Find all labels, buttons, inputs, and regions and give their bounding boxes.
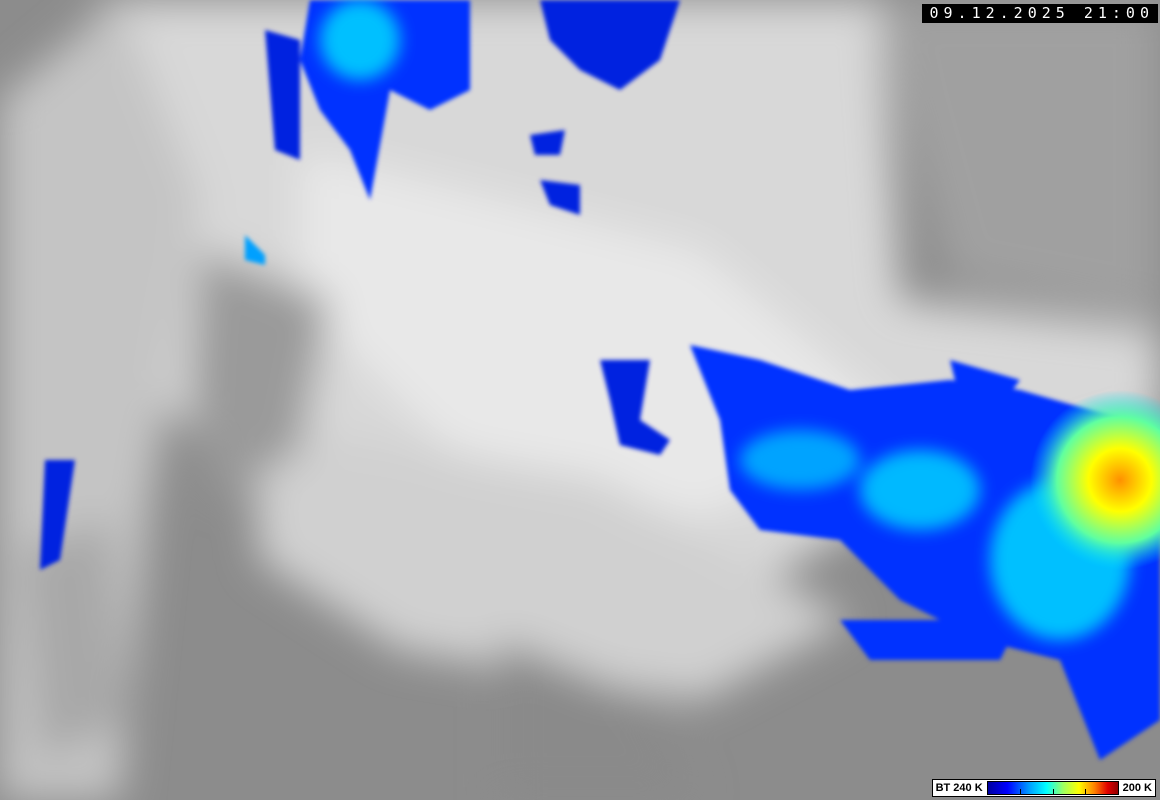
legend-min-label: BT 240 K <box>935 782 983 794</box>
scale-tick <box>1052 789 1054 794</box>
cold-cloud-tops <box>40 0 1160 760</box>
legend-max-label: 200 K <box>1122 782 1152 794</box>
scale-tick <box>1085 789 1087 794</box>
timestamp: 09.12.2025 21:00 <box>921 4 1158 23</box>
color-scale-legend: BT 240 K 200 K <box>931 779 1156 797</box>
scale-tick <box>1020 789 1022 794</box>
color-scale-bar <box>986 781 1119 795</box>
